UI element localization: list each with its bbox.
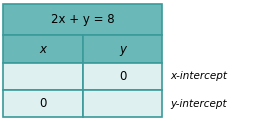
Bar <box>82 90 162 117</box>
Bar <box>3 63 82 90</box>
Bar <box>3 90 82 117</box>
Text: 0: 0 <box>39 97 46 110</box>
Bar <box>82 35 162 63</box>
Bar <box>3 4 162 35</box>
Bar <box>3 35 82 63</box>
Text: x-intercept: x-intercept <box>171 71 228 81</box>
Bar <box>82 63 162 90</box>
Text: 2x + y = 8: 2x + y = 8 <box>51 13 114 26</box>
Text: x: x <box>39 43 46 56</box>
Text: 0: 0 <box>119 70 126 83</box>
Text: y-intercept: y-intercept <box>171 99 227 109</box>
Text: y: y <box>119 43 126 56</box>
